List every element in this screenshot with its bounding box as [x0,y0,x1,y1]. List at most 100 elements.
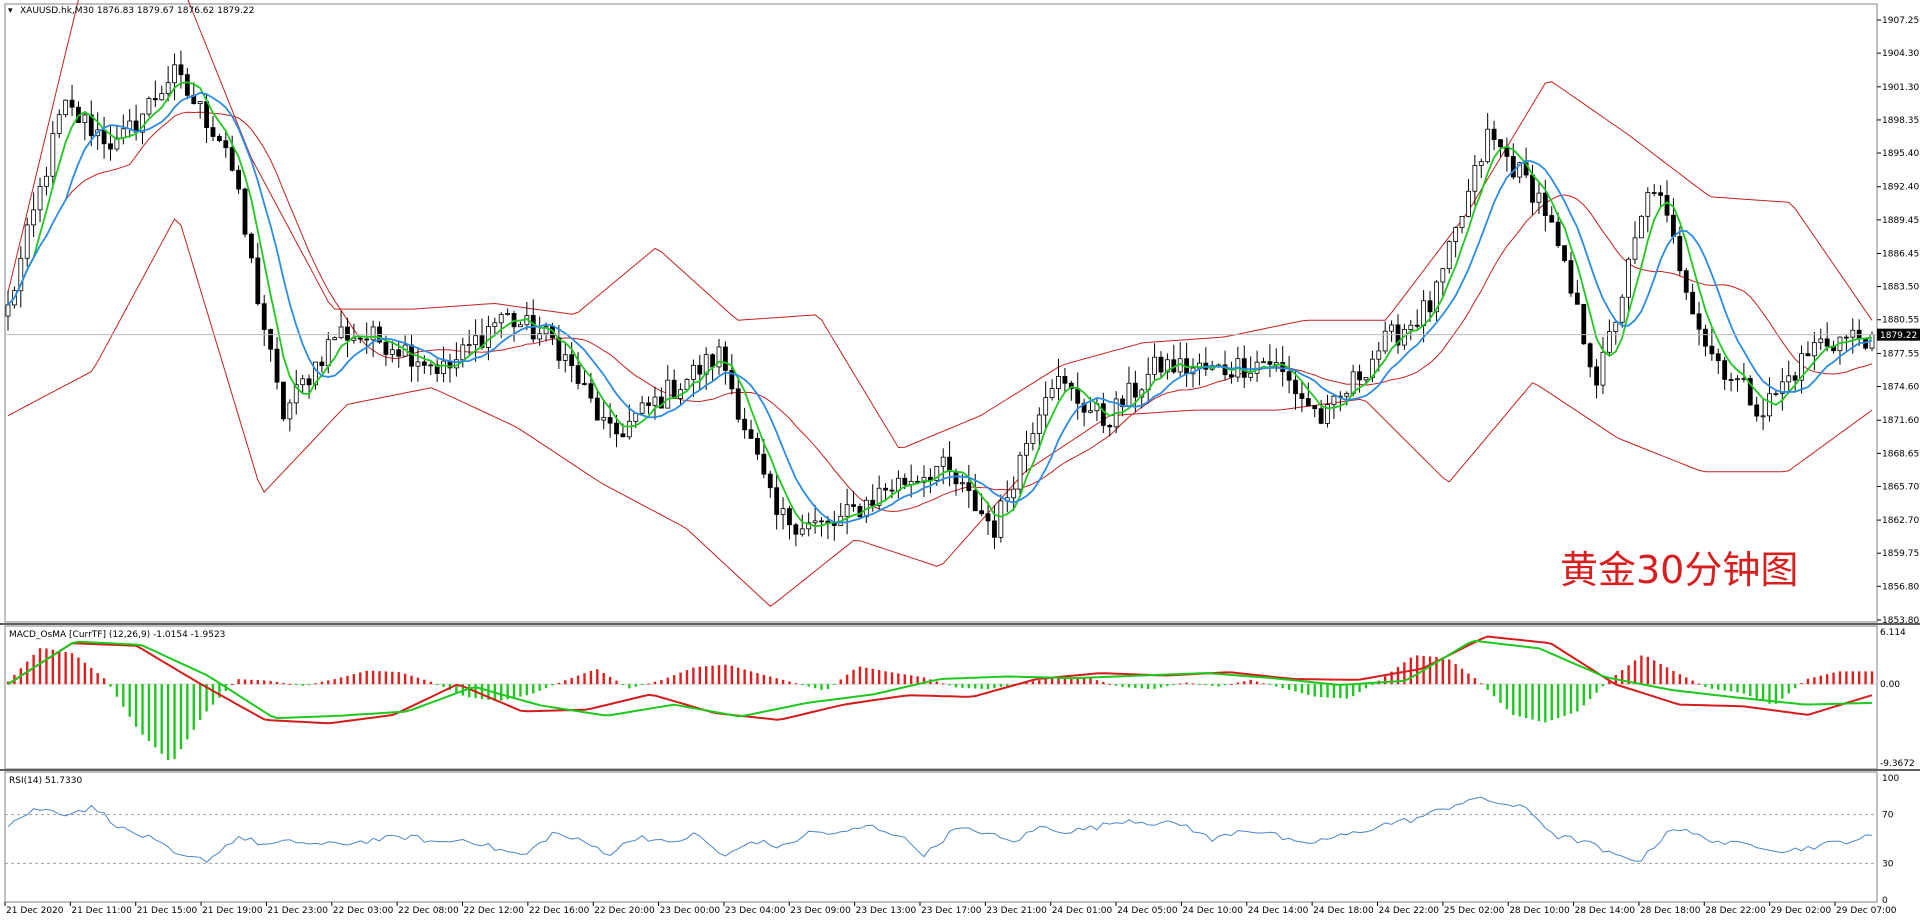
osma-bar [1742,684,1746,694]
osma-bar [1870,671,1874,685]
osma-bar [1057,677,1060,685]
bollinger-upper [7,0,1873,449]
osma-bar [211,684,215,705]
osma-bar [634,684,637,687]
osma-bar [525,684,529,696]
price-tick-label: 1874.60 [1882,383,1919,393]
candle-body [1811,342,1817,357]
osma-bar [1281,684,1284,689]
osma-bar [339,677,343,685]
osma-bar [833,684,836,686]
osma-bar [1127,684,1131,688]
candle-body [690,364,696,380]
candlesticks [5,50,1875,550]
osma-bar [198,684,202,721]
time-tick-label: 21 Dec 11:00 [71,906,132,916]
osma-bar [122,684,125,707]
rsi-level-label: 70 [1882,811,1894,821]
candle-body [242,188,248,235]
osma-bar [442,684,445,688]
osma-bar [1076,677,1079,685]
macd-signal-line [7,639,1873,720]
osma-bar [352,674,356,685]
osma-bar [1486,684,1489,690]
osma-bar [1294,684,1297,692]
price-tick-label: 1886.45 [1882,250,1919,260]
candle-body [441,360,446,374]
candle-body [665,379,671,409]
osma-bar [45,648,48,685]
osma-bar [1627,665,1630,685]
osma-bar [1396,666,1400,685]
osma-bar [1768,684,1771,704]
candle-body [1068,382,1074,390]
price-tick-label: 1868.65 [1882,449,1919,459]
osma-bar [756,673,759,685]
osma-bar [660,680,663,685]
candle-body [1011,488,1017,499]
candle-body [82,114,88,124]
osma-bar [1364,684,1368,689]
osma-bar [1761,684,1765,702]
osma-bar [1505,684,1509,710]
candle-body [1549,215,1555,223]
rsi-label: RSI(14) 51.7330 [9,776,82,786]
candle-body [1555,221,1561,247]
candle-body [562,354,568,361]
osma-bar [576,675,580,685]
osma-bar [954,684,958,688]
osma-bar [1825,674,1829,685]
macd-zero-value: 0.00 [1880,680,1900,690]
candle-body [1132,382,1138,398]
candle-body [934,465,940,481]
osma-bar [903,674,906,685]
candle-body [1792,375,1798,381]
macd-line [7,635,1873,725]
osma-bar [1467,673,1470,685]
candle-body [697,364,703,375]
chart-annotation: 黄金30分钟图 [1560,548,1798,592]
current-price-tag [1877,328,1920,341]
osma-bar [64,652,67,685]
candle-body [844,504,850,517]
candle-body [1389,324,1394,332]
osma-bar [1518,684,1521,717]
macd-osma-plot [5,635,1877,761]
osma-bar [942,683,945,685]
candle-body [620,433,626,438]
candle-body [293,384,299,404]
candle-body [184,74,190,96]
osma-bar [762,674,766,685]
osma-bar [1691,680,1694,685]
osma-bar [1512,684,1515,716]
candle-body [1357,371,1362,381]
candle-body [319,361,325,367]
time-tick-label: 24 Dec 22:00 [1379,906,1440,916]
candle-body [421,361,427,366]
candle-body [883,487,888,491]
osma-bar [410,675,413,685]
osma-bar [615,680,618,685]
candle-body [1779,381,1785,394]
osma-bar [1339,684,1342,699]
osma-bar [77,657,80,685]
candle-body [742,418,748,431]
osma-bar [115,684,119,697]
osma-bar [538,684,541,691]
osma-bar [83,662,87,685]
candle-body [543,326,549,335]
osma-bar [1249,679,1252,685]
osma-bar [1499,684,1502,703]
candle-body [1683,270,1689,293]
time-tick-label: 24 Dec 18:00 [1313,906,1374,916]
candle-body [761,453,767,475]
osma-bar [717,665,721,685]
osma-bar [1749,684,1752,697]
candle-body [325,339,331,367]
candle-body [594,397,600,421]
price-tick-label: 1865.70 [1882,482,1919,492]
candle-body [1664,195,1670,216]
osma-bar [967,684,971,689]
